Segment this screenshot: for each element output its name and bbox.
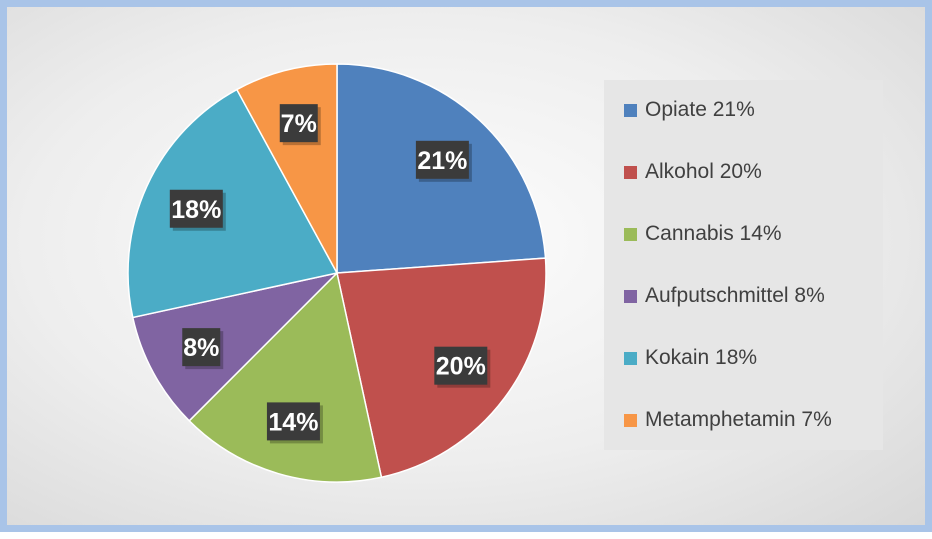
legend-swatch-cannabis (624, 227, 637, 241)
legend-item-opiate: Opiate 21% (624, 98, 755, 122)
pie-slice-kokain (127, 88, 339, 319)
legend-item-cannabis: Cannabis 14% (624, 222, 782, 246)
legend-item-alkohol: Alkohol 20% (624, 160, 762, 184)
svg-text:20%: 20% (436, 353, 486, 381)
data-label-metamphetamin: 7% (279, 104, 321, 146)
legend-label-cannabis: Cannabis 14% (645, 222, 782, 245)
svg-text:8%: 8% (183, 334, 219, 362)
legend-item-aufputschmittel: Aufputschmittel 8% (624, 284, 825, 308)
data-label-aufputschmittel: 8% (182, 328, 224, 370)
legend-label-alkohol: Alkohol 20% (645, 160, 762, 183)
pie-slice-aufputschmittel (131, 271, 340, 422)
pie-data-labels: 21% 20% 14% 8% 18% 7% (169, 104, 491, 444)
legend: Opiate 21% Alkohol 20% Cannabis 14% Aufp… (604, 80, 883, 450)
data-label-cannabis: 14% (266, 402, 323, 444)
legend-label-opiate: Opiate 21% (645, 98, 755, 121)
legend-item-kokain: Kokain 18% (624, 346, 757, 370)
legend-swatch-opiate (624, 103, 637, 117)
data-label-opiate: 21% (415, 140, 472, 182)
legend-label-metamphetamin: Metamphetamin 7% (645, 408, 832, 431)
legend-swatch-metamphetamin (624, 413, 637, 427)
legend-swatch-kokain (624, 351, 637, 365)
legend-item-metamphetamin: Metamphetamin 7% (624, 408, 832, 432)
pie-slices (127, 63, 547, 483)
legend-swatch-alkohol (624, 165, 637, 179)
svg-text:21%: 21% (417, 147, 467, 175)
svg-text:14%: 14% (268, 408, 318, 436)
data-label-kokain: 18% (169, 189, 226, 231)
svg-text:18%: 18% (171, 196, 221, 224)
data-label-alkohol: 20% (434, 346, 491, 388)
legend-swatch-aufputschmittel (624, 289, 637, 303)
pie-chart: 21% 20% 14% 8% 18% 7% (127, 63, 547, 483)
legend-label-aufputschmittel: Aufputschmittel 8% (645, 284, 825, 307)
pie-slice-cannabis (188, 271, 383, 483)
svg-text:7%: 7% (281, 110, 317, 138)
legend-label-kokain: Kokain 18% (645, 346, 758, 369)
